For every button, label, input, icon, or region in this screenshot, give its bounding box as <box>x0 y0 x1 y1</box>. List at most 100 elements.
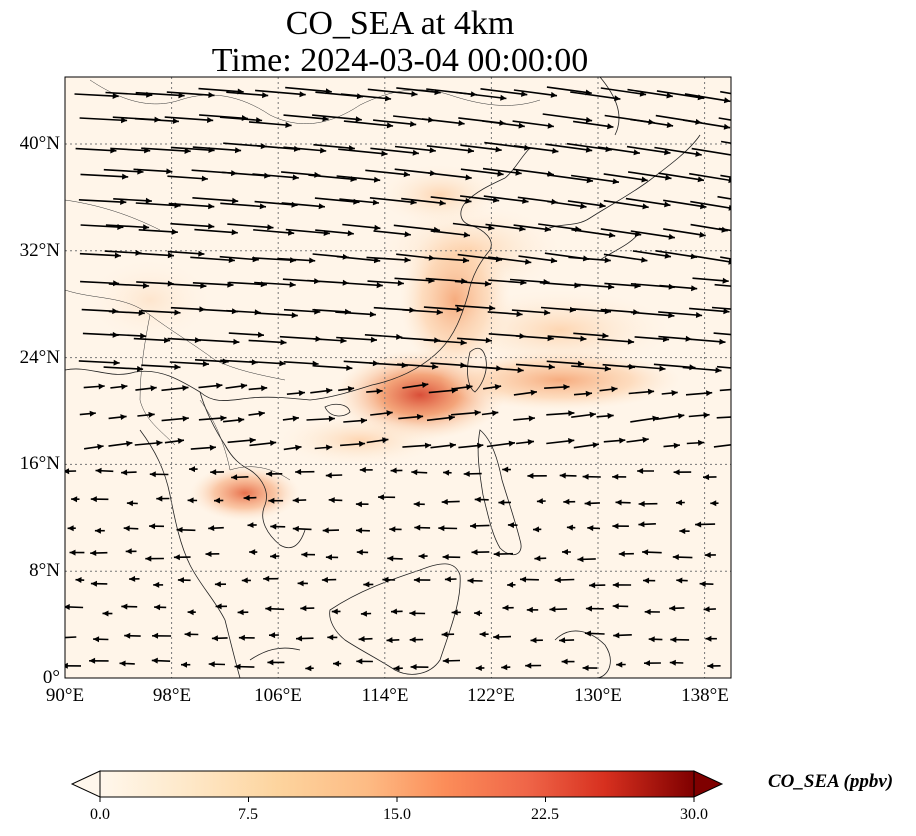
wind-arrow-head <box>121 603 128 610</box>
wind-arrow-head <box>270 553 277 560</box>
wind-arrow-head <box>373 257 381 264</box>
wind-arrow-head <box>58 635 64 641</box>
wind-arrow-head <box>703 412 710 419</box>
wind-arrow-head <box>633 149 640 156</box>
wind-arrow-shaft <box>113 198 152 202</box>
wind-arrow-head <box>704 552 711 558</box>
wind-arrow-head <box>356 549 363 556</box>
wind-arrow-shaft <box>110 333 147 337</box>
wind-arrow-head <box>441 631 448 638</box>
wind-arrow-shaft <box>482 120 525 128</box>
wind-arrow-head <box>75 577 82 583</box>
wind-arrow-head <box>156 440 163 446</box>
wind-arrow-shaft <box>566 142 612 151</box>
wind-arrow-head <box>121 469 128 476</box>
wind-arrow-head <box>498 499 505 506</box>
wind-arrow-head <box>381 150 388 157</box>
wind-arrow-shaft <box>192 197 239 202</box>
wind-arrow-shaft <box>546 360 585 365</box>
wind-arrow-shaft <box>74 93 119 98</box>
wind-arrow-head <box>149 523 156 530</box>
wind-arrow-head <box>612 473 619 480</box>
wind-arrow-head <box>413 577 420 583</box>
wind-arrow-shaft <box>394 277 435 282</box>
wind-arrow-head <box>356 658 363 665</box>
wind-arrow-head <box>358 440 366 447</box>
wind-arrow-head <box>485 337 492 344</box>
wind-arrow-head <box>715 367 722 374</box>
wind-arrow-head <box>465 197 472 204</box>
wind-arrow-shaft <box>373 119 417 126</box>
wind-arrow-head <box>187 609 194 616</box>
wind-arrow-shaft <box>625 197 671 207</box>
wind-arrow-head <box>518 122 525 129</box>
wind-arrow-shaft <box>570 91 621 100</box>
wind-arrow-head <box>585 116 593 123</box>
wind-arrow-shaft <box>630 311 675 317</box>
wind-arrow-head <box>393 665 400 672</box>
wind-arrow-head <box>280 339 287 346</box>
wind-arrow-shaft <box>312 114 362 121</box>
wind-arrow-shaft <box>78 199 127 204</box>
wind-arrow-shaft <box>194 228 238 234</box>
wind-arrow-shaft <box>424 256 470 262</box>
wind-arrow-head <box>152 632 159 639</box>
wind-arrow-shaft <box>364 334 403 339</box>
wind-arrow-head <box>358 636 365 642</box>
wind-arrow-shaft <box>228 281 267 286</box>
wind-arrow-shaft <box>515 363 555 369</box>
lat-tick-16n: 16°N <box>19 453 60 474</box>
wind-arrow-shaft <box>570 307 612 313</box>
wind-arrow-shaft <box>342 223 381 230</box>
wind-arrow-shaft <box>373 230 411 236</box>
wind-arrow-shaft <box>682 119 731 129</box>
wind-arrow-shaft <box>655 250 698 258</box>
wind-arrow-shaft <box>720 140 731 144</box>
wind-arrow-head <box>580 203 587 210</box>
wind-arrow-shaft <box>343 282 383 287</box>
wind-arrow-head <box>120 414 127 420</box>
wind-arrow-head <box>300 605 307 612</box>
wind-arrow-head <box>676 577 683 584</box>
wind-arrow-shaft <box>460 144 502 151</box>
wind-arrow-head <box>333 660 340 667</box>
wind-arrow-shaft <box>512 168 555 176</box>
wind-arrow-head <box>126 500 134 507</box>
wind-arrow-head <box>237 417 245 423</box>
wind-arrow-head <box>599 202 606 209</box>
wind-arrow-shaft <box>687 338 726 343</box>
wind-arrow-shaft <box>659 284 698 290</box>
wind-arrow-head <box>613 632 620 639</box>
wind-arrow-shaft <box>370 147 419 155</box>
wind-arrow-head <box>477 442 484 449</box>
wind-arrow-shaft <box>343 120 394 127</box>
wind-arrow-head <box>728 177 731 184</box>
wind-arrow-head <box>171 228 178 235</box>
wind-arrow-head <box>475 665 482 671</box>
wind-arrow-shaft <box>456 91 507 100</box>
wind-arrow-head <box>582 665 589 671</box>
wind-arrow-head <box>752 285 758 291</box>
wind-arrow-head <box>211 635 218 642</box>
wind-arrow-head <box>369 311 376 318</box>
wind-arrow-head <box>347 230 354 237</box>
wind-arrow-head <box>501 664 508 671</box>
wind-arrow-head <box>474 496 481 503</box>
wind-arrow-shaft <box>632 250 672 258</box>
wind-arrow-head <box>231 229 238 236</box>
wind-arrow-head <box>456 306 463 313</box>
wind-arrow-head <box>728 258 731 265</box>
wind-arrow-shaft <box>690 200 731 209</box>
wind-arrow-head <box>194 337 201 344</box>
wind-arrow-head <box>145 197 152 204</box>
lat-tick-40n: 40°N <box>19 133 60 154</box>
wind-arrow-shaft <box>170 222 215 228</box>
wind-arrow-head <box>340 337 347 344</box>
wind-arrow-head <box>409 610 416 617</box>
lon-tick-122e: 122°E <box>467 685 515 706</box>
wind-arrow-head <box>403 171 410 178</box>
wind-arrow-head <box>174 364 181 370</box>
wind-arrow-shaft <box>166 91 215 97</box>
wind-arrow-shaft <box>254 200 298 206</box>
wind-arrow-head <box>227 281 234 288</box>
